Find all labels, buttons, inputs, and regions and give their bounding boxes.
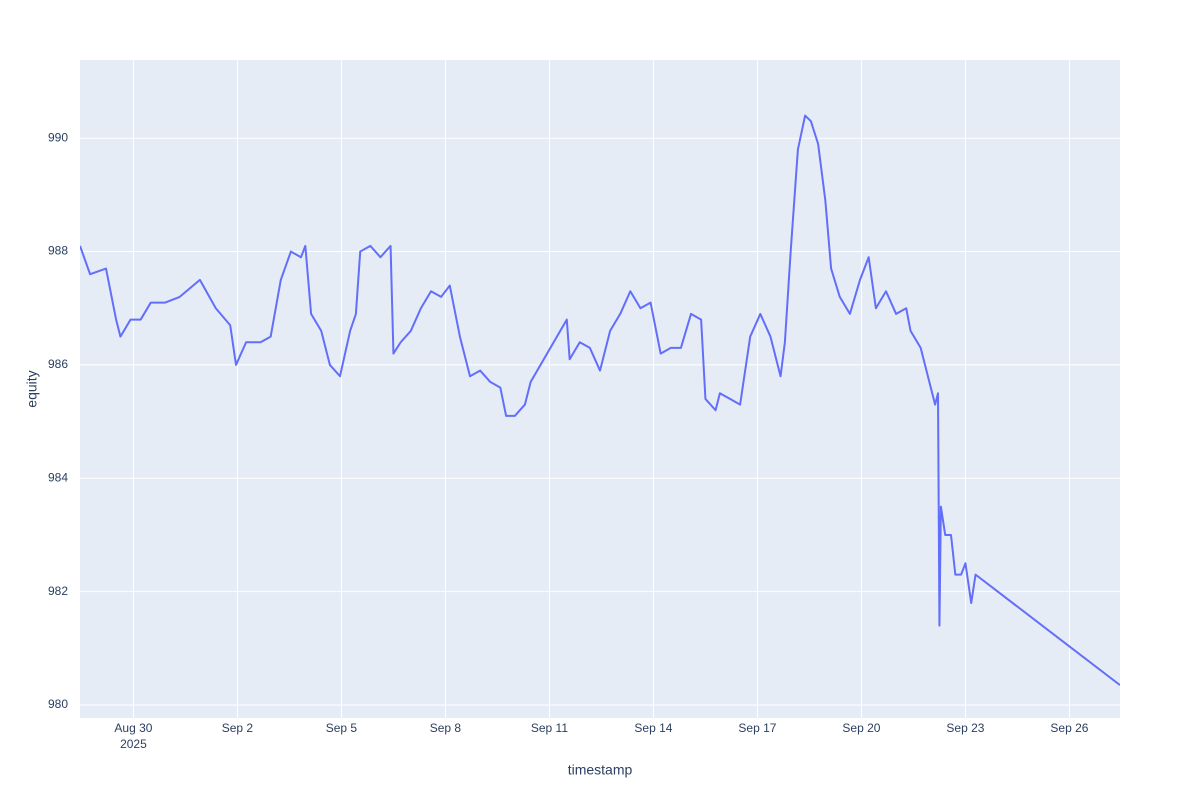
x-tick-label: Aug 30	[114, 721, 152, 735]
x-tick-label: Sep 8	[430, 721, 462, 735]
x-tick-year: 2025	[120, 737, 147, 751]
x-tick-label: Sep 17	[738, 721, 776, 735]
y-tick-label: 986	[48, 357, 68, 371]
x-tick-label: Sep 23	[946, 721, 984, 735]
y-tick-label: 982	[48, 584, 68, 598]
x-tick-label: Sep 14	[634, 721, 672, 735]
x-tick-label: Sep 5	[326, 721, 358, 735]
x-tick-label: Sep 20	[842, 721, 880, 735]
y-tick-label: 988	[48, 244, 68, 258]
marks	[80, 114, 1120, 686]
y-tick-label: 980	[48, 697, 68, 711]
plot-area	[80, 60, 1120, 718]
grid	[80, 60, 1120, 718]
y-tick-label: 984	[48, 470, 68, 484]
equity-line	[80, 114, 1120, 686]
y-tick-label: 990	[48, 130, 68, 144]
x-tick-label: Sep 11	[531, 721, 568, 735]
x-tick-label: Sep 2	[222, 721, 254, 735]
y-axis-title: equity	[24, 370, 40, 407]
x-tick-label: Sep 26	[1050, 721, 1088, 735]
x-axis-title: timestamp	[568, 762, 633, 778]
